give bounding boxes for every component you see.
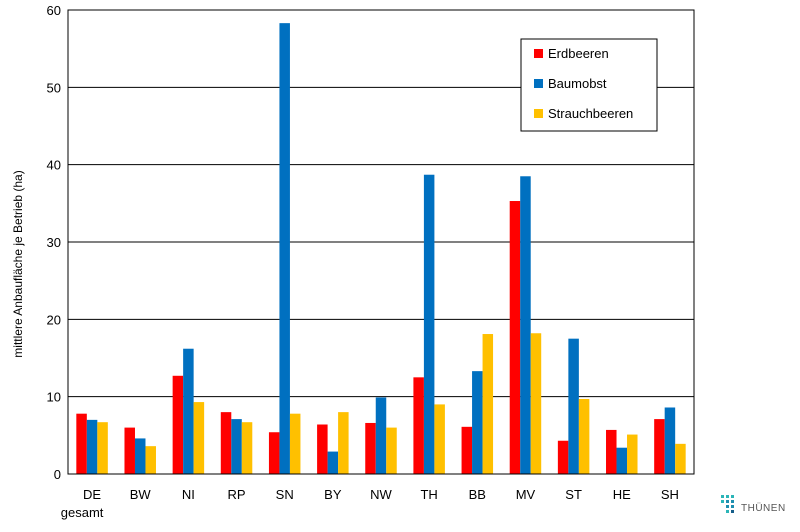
axes: [67, 9, 695, 475]
bar-erdbeeren-nw: [365, 422, 376, 474]
bar-erdbeeren-st: [557, 440, 569, 474]
bar-baumobst-bw: [134, 438, 146, 474]
bar-erdbeeren-rp: [220, 412, 232, 474]
x-tick-labels: DE gesamt BW NI RP SN BY NW TH BB MV ST HE SH: [61, 487, 679, 520]
y-tick-label: 50: [47, 80, 61, 95]
x-tick-label: BW: [130, 487, 152, 502]
bar-strauchbeeren-nw: [386, 427, 397, 474]
bars: [76, 23, 686, 474]
logo-dot: [726, 495, 729, 498]
bar-baumobst-he: [616, 447, 628, 474]
bar-erdbeeren-th: [413, 377, 424, 474]
logo-dot: [726, 510, 729, 513]
logo-dot: [731, 495, 734, 498]
logo-dot: [731, 505, 734, 508]
bar-strauchbeeren-he: [627, 434, 638, 474]
bar-erdbeeren-sh: [654, 419, 665, 474]
logo-dot: [721, 495, 724, 498]
logo-dot: [731, 510, 734, 513]
x-tick-label: MV: [516, 487, 536, 502]
bar-strauchbeeren-by: [338, 412, 349, 474]
legend-swatch-erdbeeren: [534, 49, 543, 58]
bar-baumobst-th: [423, 174, 435, 474]
x-tick-label: NI: [182, 487, 195, 502]
y-tick-label: 40: [47, 158, 61, 173]
bar-erdbeeren-mv: [509, 201, 521, 474]
bar-erdbeeren-de-gesamt: [76, 413, 87, 474]
y-tick-label: 60: [47, 3, 61, 18]
grid-lines: [68, 86, 694, 398]
y-tick-label: 0: [54, 467, 61, 482]
x-tick-label: DE: [83, 487, 101, 502]
bar-erdbeeren-ni: [172, 375, 184, 474]
bar-strauchbeeren-mv: [530, 333, 542, 474]
bar-erdbeeren-bb: [461, 426, 473, 474]
y-axis-title: mittlere Anbaufläche je Betrieb (ha): [11, 170, 25, 357]
x-tick-label: ST: [565, 487, 582, 502]
legend-swatch-strauchbeeren: [534, 109, 543, 118]
legend-label-strauchbeeren: Strauchbeeren: [548, 106, 633, 121]
plot-frame: [67, 9, 695, 475]
bar-baumobst-nw: [375, 397, 387, 474]
legend: Erdbeeren Baumobst Strauchbeeren: [520, 38, 658, 132]
bar-erdbeeren-he: [606, 429, 617, 474]
bar-baumobst-sh: [664, 407, 676, 474]
bar-baumobst-ni: [183, 348, 194, 474]
y-tick-label: 10: [47, 390, 61, 405]
logo-text: THÜNEN: [741, 502, 786, 514]
x-tick-label: SH: [661, 487, 679, 502]
legend-label-baumobst: Baumobst: [548, 76, 607, 91]
x-tick-label: NW: [370, 487, 392, 502]
logo-dot: [726, 500, 729, 503]
x-tick-label: BB: [469, 487, 486, 502]
bar-strauchbeeren-ni: [193, 402, 205, 474]
bar-strauchbeeren-sh: [675, 443, 686, 474]
bar-baumobst-sn: [279, 23, 290, 474]
bar-baumobst-bb: [472, 371, 483, 474]
logo-dot: [726, 505, 729, 508]
bar-strauchbeeren-rp: [241, 422, 253, 474]
bar-erdbeeren-sn: [268, 432, 280, 474]
bar-strauchbeeren-bb: [482, 334, 494, 474]
bar-strauchbeeren-sn: [289, 413, 301, 474]
x-tick-label: RP: [228, 487, 246, 502]
bar-baumobst-mv: [520, 176, 531, 474]
bar-baumobst-rp: [231, 419, 242, 474]
x-tick-label: TH: [420, 487, 437, 502]
y-tick-label: 30: [47, 235, 61, 250]
x-tick-label: BY: [324, 487, 342, 502]
bar-strauchbeeren-st: [578, 398, 590, 474]
legend-label-erdbeeren: Erdbeeren: [548, 46, 609, 61]
bar-erdbeeren-by: [317, 424, 328, 474]
x-tick-label: gesamt: [61, 505, 104, 520]
thuenen-logo: THÜNEN: [721, 495, 786, 514]
legend-swatch-baumobst: [534, 79, 543, 88]
bar-strauchbeeren-bw: [145, 446, 156, 474]
thuenen-dots-icon: [721, 495, 734, 513]
x-tick-label: HE: [613, 487, 631, 502]
y-tick-labels: 0 10 20 30 40 50 60: [47, 3, 61, 482]
y-tick-label: 20: [47, 312, 61, 327]
bar-baumobst-by: [327, 451, 339, 474]
legend-box: [520, 38, 658, 132]
logo-dot: [731, 500, 734, 503]
bar-baumobst-de-gesamt: [86, 419, 98, 474]
bar-strauchbeeren-th: [434, 404, 445, 474]
x-tick-label: SN: [276, 487, 294, 502]
bar-erdbeeren-bw: [124, 427, 135, 474]
bar-strauchbeeren-de-gesamt: [97, 422, 108, 474]
bar-baumobst-st: [568, 338, 579, 474]
logo-dot: [721, 500, 724, 503]
